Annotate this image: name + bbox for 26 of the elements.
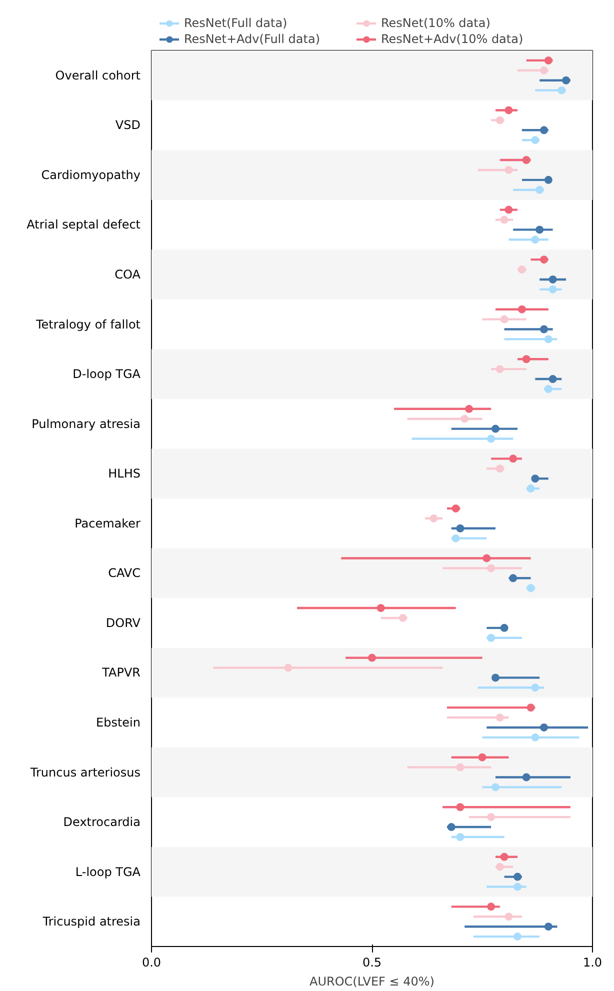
y-tick-label: D-loop TGA	[72, 367, 142, 382]
y-tick-label: Ebstein	[96, 716, 141, 730]
x-tick-label: 0.0	[142, 956, 162, 970]
y-tick-label: DORV	[106, 616, 142, 630]
y-tick-label: Pulmonary atresia	[32, 416, 141, 431]
y-tick-label: TAPVR	[101, 666, 140, 680]
y-tick-label: Tetralogy of fallot	[34, 317, 141, 332]
y-tick-label: Overall cohort	[55, 68, 141, 82]
y-tick-label: L-loop TGA	[75, 864, 142, 879]
y-tick-label: Dextrocardia	[63, 815, 141, 830]
legend-label: ResNet(Full data)	[184, 16, 288, 30]
x-tick-label: 1.0	[582, 956, 602, 970]
y-tick-label: Tricuspid atresia	[42, 914, 141, 929]
y-tick-label: COA	[114, 268, 142, 282]
y-tick-label: Cardiomyopathy	[41, 168, 140, 182]
x-tick-label: 0.5	[362, 956, 382, 970]
y-tick-label: CAVC	[108, 566, 141, 580]
y-tick-label: Atrial septal defect	[26, 218, 141, 232]
y-tick-label: Pacemaker	[74, 516, 141, 530]
legend-label: ResNet+Adv(10% data)	[381, 32, 524, 46]
legend-label: ResNet(10% data)	[381, 16, 492, 30]
y-tick-label: HLHS	[108, 466, 141, 481]
y-tick-label: VSD	[115, 118, 141, 132]
legend-label: ResNet+Adv(Full data)	[184, 32, 321, 46]
x-axis-title: AUROC(LVEF ≤ 40%)	[310, 974, 434, 988]
y-tick-label: Truncus arteriosus	[29, 765, 141, 780]
